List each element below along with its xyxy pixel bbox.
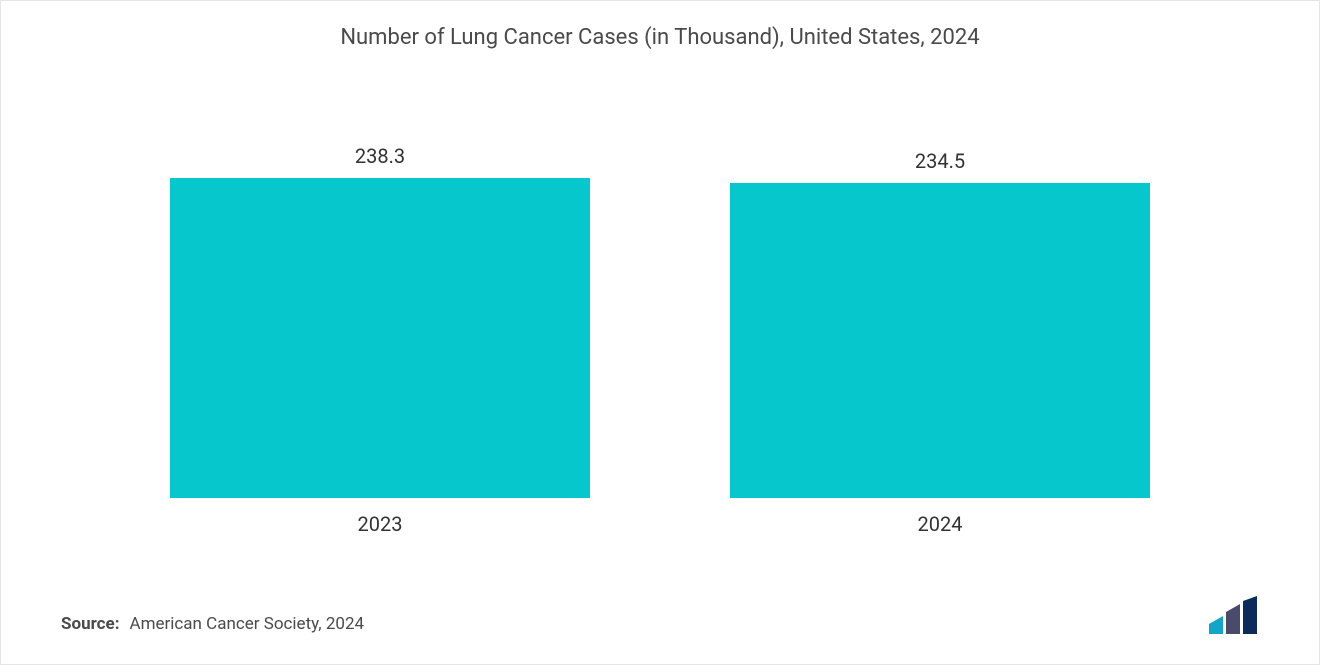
bar-label-0: 2023 <box>358 512 403 536</box>
plot-area: 238.3 2023 234.5 2024 <box>51 130 1269 556</box>
chart-title: Number of Lung Cancer Cases (in Thousand… <box>51 25 1269 50</box>
source-label: Source: <box>61 614 119 634</box>
bar-wrapper-0: 238.3 2023 <box>170 144 590 536</box>
bar-label-1: 2024 <box>918 512 963 536</box>
bar-1 <box>730 183 1150 498</box>
source-line: Source: American Cancer Society, 2024 <box>61 614 364 634</box>
brand-logo-icon <box>1209 596 1259 634</box>
bar-value-1: 234.5 <box>915 149 965 173</box>
bar-0 <box>170 178 590 498</box>
bar-wrapper-1: 234.5 2024 <box>730 149 1150 536</box>
bar-value-0: 238.3 <box>355 144 405 168</box>
source-text: American Cancer Society, 2024 <box>129 614 364 634</box>
chart-container: Number of Lung Cancer Cases (in Thousand… <box>1 1 1319 664</box>
chart-footer: Source: American Cancer Society, 2024 <box>51 556 1269 634</box>
